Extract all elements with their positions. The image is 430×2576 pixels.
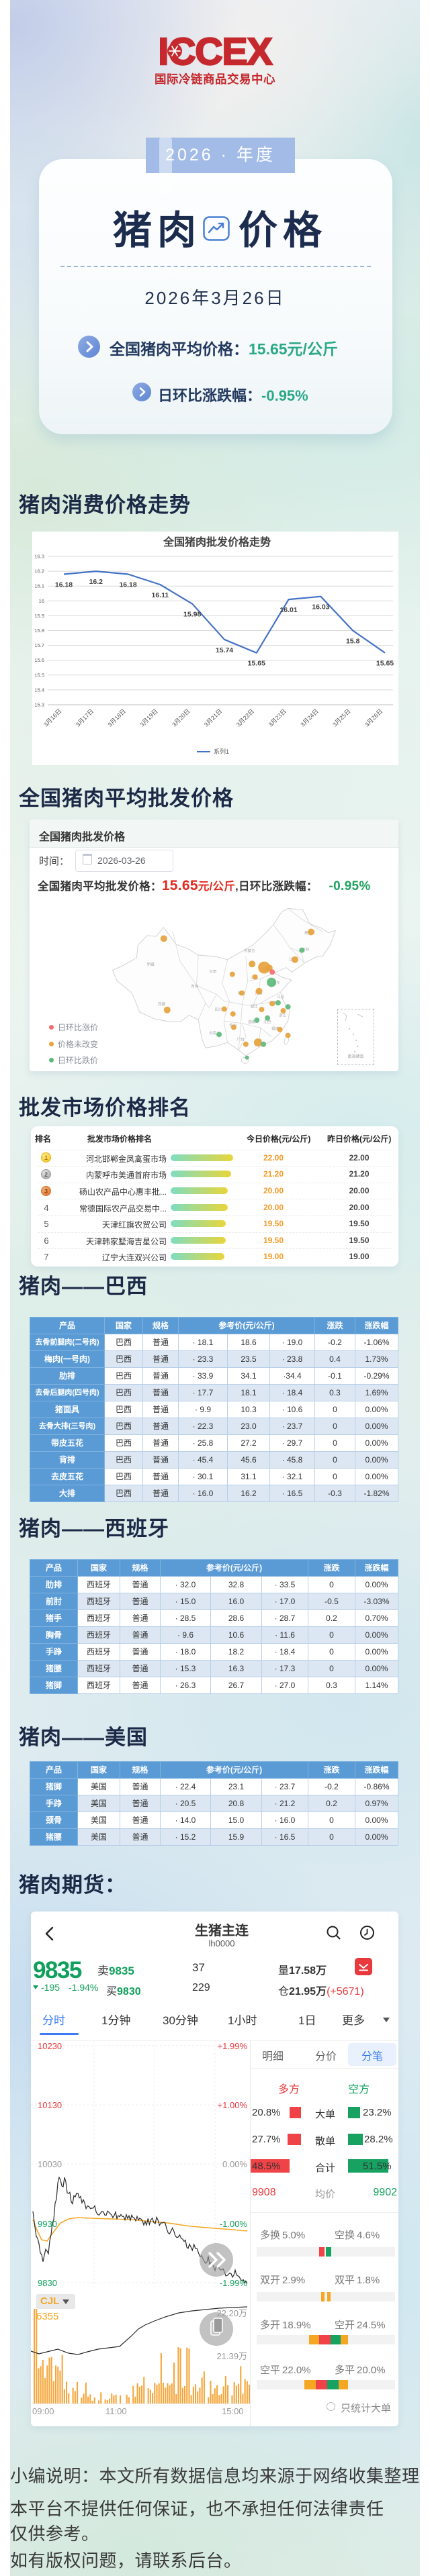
svg-text:湖南: 湖南 — [248, 1020, 256, 1025]
svg-text:西藏: 西藏 — [158, 1001, 166, 1007]
svg-text:3月25日: 3月25日 — [331, 707, 351, 728]
svg-text:3月21日: 3月21日 — [203, 707, 223, 728]
svg-text:3月24日: 3月24日 — [299, 707, 319, 728]
svg-text:全国猪肉批发价格走势: 全国猪肉批发价格走势 — [163, 536, 271, 548]
svg-text:15.98: 15.98 — [183, 611, 201, 619]
svg-text:新疆: 新疆 — [147, 961, 155, 967]
svg-text:16.03: 16.03 — [312, 603, 329, 611]
svg-text:15.5: 15.5 — [34, 672, 44, 678]
svg-text:内蒙古: 内蒙古 — [244, 948, 255, 953]
svg-text:15.8: 15.8 — [346, 638, 360, 646]
svg-text:3月22日: 3月22日 — [235, 707, 255, 728]
svg-text:福建: 福建 — [271, 1026, 280, 1032]
svg-text:3月26日: 3月26日 — [363, 707, 384, 728]
svg-text:16.2: 16.2 — [89, 578, 103, 586]
svg-text:16.2: 16.2 — [34, 568, 44, 575]
svg-text:15.74: 15.74 — [216, 646, 233, 654]
svg-text:16: 16 — [39, 598, 44, 604]
svg-text:15.8: 15.8 — [34, 628, 44, 634]
svg-text:16.3: 16.3 — [34, 554, 44, 560]
svg-text:15.65: 15.65 — [248, 660, 265, 668]
svg-text:3月20日: 3月20日 — [171, 707, 191, 728]
svg-text:甘肃: 甘肃 — [209, 969, 217, 975]
svg-text:15.6: 15.6 — [34, 657, 44, 663]
svg-text:15.65: 15.65 — [376, 660, 394, 668]
svg-text:江苏: 江苏 — [277, 994, 285, 999]
svg-text:16.18: 16.18 — [55, 581, 73, 589]
svg-text:青海: 青海 — [191, 984, 199, 989]
svg-text:16.18: 16.18 — [119, 581, 136, 589]
svg-text:云南: 云南 — [209, 1030, 217, 1036]
svg-text:3月17日: 3月17日 — [75, 707, 95, 728]
svg-text:吉林: 吉林 — [302, 946, 310, 952]
svg-text:江西: 江西 — [263, 1020, 271, 1025]
svg-text:广西: 广西 — [236, 1037, 245, 1042]
svg-text:15.4: 15.4 — [34, 687, 44, 693]
svg-text:16.11: 16.11 — [152, 591, 169, 599]
svg-text:湖北: 湖北 — [250, 1003, 258, 1009]
svg-text:四川: 四川 — [215, 1007, 222, 1012]
svg-text:15.7: 15.7 — [34, 642, 44, 648]
svg-text:3月16日: 3月16日 — [42, 707, 62, 728]
svg-text:15.9: 15.9 — [34, 613, 44, 619]
svg-text:系列1: 系列1 — [214, 748, 229, 755]
svg-text:3月19日: 3月19日 — [138, 707, 159, 728]
svg-text:3月23日: 3月23日 — [267, 707, 288, 728]
svg-text:山东: 山东 — [273, 980, 281, 985]
svg-text:浙江: 浙江 — [279, 1013, 287, 1018]
svg-text:16.1: 16.1 — [34, 583, 44, 589]
svg-text:3月18日: 3月18日 — [107, 707, 127, 728]
svg-text:16.01: 16.01 — [280, 606, 297, 614]
svg-text:15.3: 15.3 — [34, 702, 44, 708]
